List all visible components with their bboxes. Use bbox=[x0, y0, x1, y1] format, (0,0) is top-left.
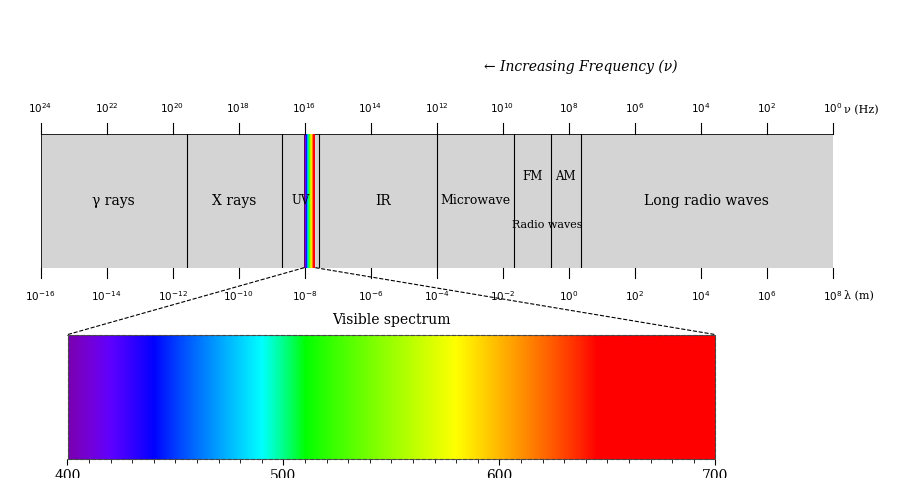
Text: AM: AM bbox=[555, 170, 576, 183]
Text: UV: UV bbox=[292, 194, 310, 207]
Text: $10^{12}$: $10^{12}$ bbox=[425, 101, 448, 115]
Text: Long radio waves: Long radio waves bbox=[644, 194, 769, 208]
Text: $10^{2}$: $10^{2}$ bbox=[757, 101, 776, 115]
Text: λ (m): λ (m) bbox=[844, 289, 874, 300]
Text: γ rays: γ rays bbox=[93, 194, 135, 208]
Text: $10^{4}$: $10^{4}$ bbox=[691, 101, 710, 115]
Text: $10^{-14}$: $10^{-14}$ bbox=[92, 289, 122, 303]
Text: $10^{2}$: $10^{2}$ bbox=[625, 289, 644, 303]
Text: ← Increasing Frequency (ν): ← Increasing Frequency (ν) bbox=[484, 59, 678, 74]
Text: ν (Hz): ν (Hz) bbox=[844, 105, 879, 115]
Text: $10^{-4}$: $10^{-4}$ bbox=[424, 289, 449, 303]
Text: $10^{0}$: $10^{0}$ bbox=[559, 289, 578, 303]
Text: $10^{22}$: $10^{22}$ bbox=[94, 101, 119, 115]
Text: $10^{-8}$: $10^{-8}$ bbox=[292, 289, 318, 303]
Text: X rays: X rays bbox=[212, 194, 256, 208]
Text: $10^{18}$: $10^{18}$ bbox=[227, 101, 250, 115]
Text: $10^{-6}$: $10^{-6}$ bbox=[357, 289, 383, 303]
Text: $10^{20}$: $10^{20}$ bbox=[160, 101, 184, 115]
Text: $10^{24}$: $10^{24}$ bbox=[29, 101, 52, 115]
Text: Visible spectrum: Visible spectrum bbox=[332, 313, 451, 327]
Text: $10^{16}$: $10^{16}$ bbox=[292, 101, 317, 115]
Text: $10^{-12}$: $10^{-12}$ bbox=[158, 289, 187, 303]
Text: $10^{6}$: $10^{6}$ bbox=[625, 101, 644, 115]
Text: Microwave: Microwave bbox=[440, 194, 510, 207]
Text: $10^{-2}$: $10^{-2}$ bbox=[490, 289, 515, 303]
Text: FM: FM bbox=[522, 170, 543, 183]
Text: $10^{14}$: $10^{14}$ bbox=[358, 101, 382, 115]
Text: Radio waves: Radio waves bbox=[512, 220, 582, 230]
Text: Increasing Wavelength (λ) →: Increasing Wavelength (λ) → bbox=[484, 337, 685, 352]
Text: $10^{0}$: $10^{0}$ bbox=[823, 101, 842, 115]
Text: $10^{-16}$: $10^{-16}$ bbox=[25, 289, 56, 303]
Text: $10^{6}$: $10^{6}$ bbox=[757, 289, 776, 303]
Text: $10^{-10}$: $10^{-10}$ bbox=[223, 289, 254, 303]
Text: $10^{10}$: $10^{10}$ bbox=[491, 101, 515, 115]
Text: IR: IR bbox=[375, 194, 391, 208]
Text: $10^{4}$: $10^{4}$ bbox=[691, 289, 710, 303]
Text: $10^{8}$: $10^{8}$ bbox=[559, 101, 578, 115]
Text: $10^{8}$: $10^{8}$ bbox=[823, 289, 842, 303]
